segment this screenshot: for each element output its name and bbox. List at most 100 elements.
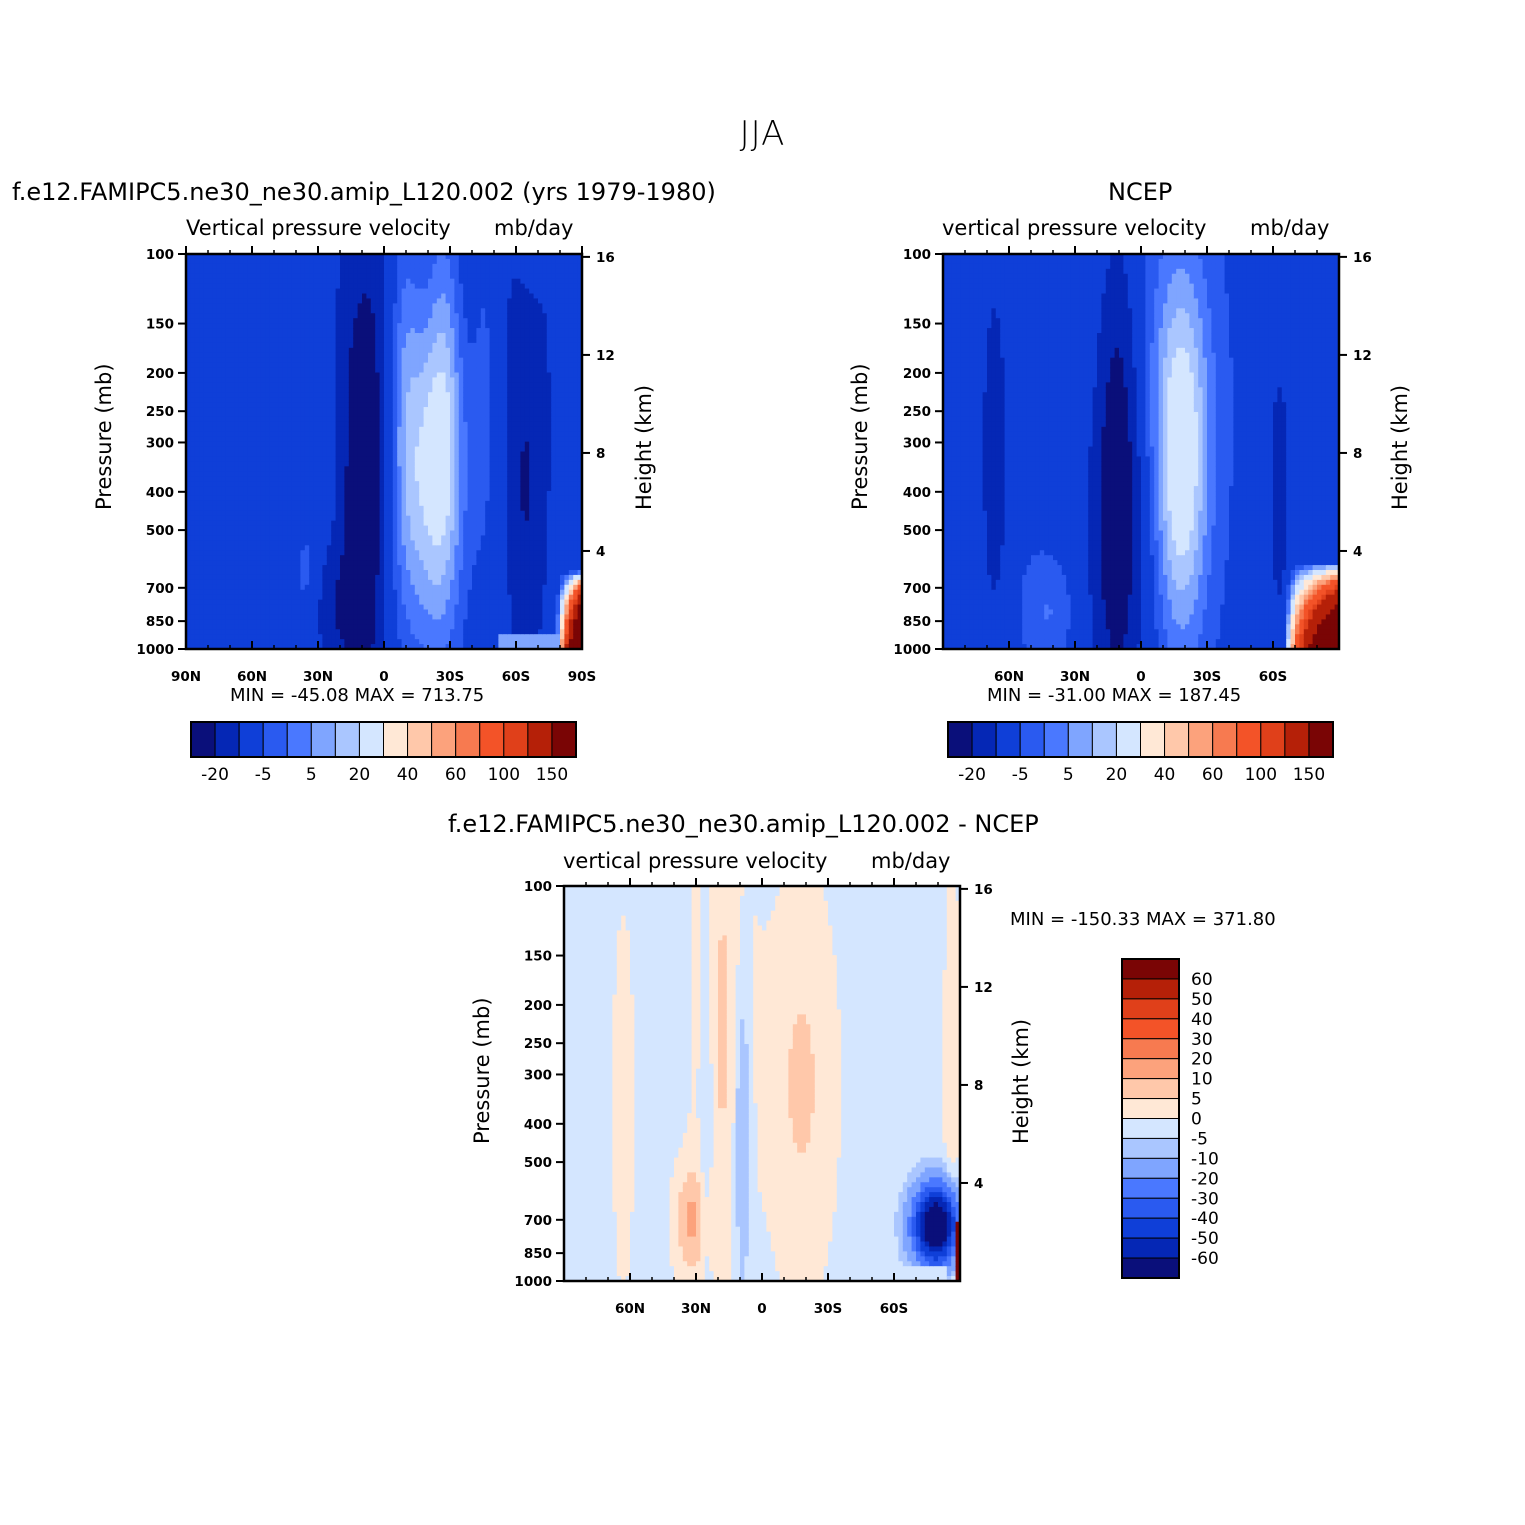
field-cell: [458, 377, 464, 383]
field-cell: [282, 283, 288, 290]
field-cell: [238, 333, 244, 339]
field-cell: [401, 328, 407, 334]
field-cell: [194, 461, 200, 467]
field-cell: [375, 283, 381, 290]
field-cell: [392, 505, 398, 512]
field-cell: [441, 510, 447, 517]
field-cell: [234, 574, 240, 581]
field-cell: [362, 510, 367, 517]
field-cell: [309, 441, 315, 448]
field-cell: [269, 293, 275, 300]
field-cell: [419, 352, 425, 359]
field-cell: [379, 268, 385, 275]
field-cell: [441, 258, 447, 265]
field-cell: [313, 318, 319, 324]
field-cell: [388, 520, 394, 527]
field-cell: [186, 263, 191, 270]
field-cell: [282, 333, 288, 339]
field-cell: [199, 412, 205, 418]
field-cell: [194, 352, 200, 359]
field-cell: [190, 288, 196, 295]
field-cell: [216, 466, 222, 472]
field-cell: [423, 258, 429, 265]
field-cell: [441, 328, 447, 334]
field-cell: [296, 629, 301, 635]
field-cell: [243, 500, 249, 507]
field-cell: [335, 407, 341, 413]
field-cell: [221, 352, 227, 359]
field-cell: [340, 466, 345, 472]
field-cell: [212, 318, 218, 324]
field-cell: [335, 298, 341, 304]
field-cell: [428, 476, 433, 482]
field-cell: [401, 377, 407, 383]
field-cell: [278, 515, 284, 522]
field-cell: [221, 594, 227, 601]
field-cell: [344, 565, 350, 571]
field-cell: [203, 333, 209, 339]
field-cell: [265, 451, 271, 458]
field-cell: [335, 535, 341, 541]
field-cell: [186, 555, 191, 561]
field-cell: [313, 421, 319, 428]
field-cell: [252, 634, 257, 640]
field-cell: [282, 624, 288, 630]
field-cell: [362, 337, 367, 344]
field-cell: [216, 303, 222, 309]
field-cell: [414, 555, 420, 561]
field-cell: [238, 619, 244, 625]
field-cell: [265, 574, 271, 581]
field-cell: [313, 545, 319, 551]
field-cell: [401, 515, 407, 522]
field-cell: [287, 604, 293, 611]
field-cell: [274, 397, 279, 403]
field-cell: [414, 540, 420, 546]
field-cell: [256, 446, 262, 453]
field-cell: [406, 624, 411, 630]
field-cell: [243, 333, 249, 339]
field-cell: [414, 303, 420, 309]
field-cell: [269, 584, 275, 591]
field-cell: [392, 604, 398, 611]
field-cell: [432, 570, 438, 576]
field-cell: [414, 352, 420, 359]
field-cell: [419, 402, 425, 408]
field-cell: [423, 530, 429, 537]
field-cell: [282, 273, 288, 280]
field-cell: [348, 372, 354, 379]
field-cell: [423, 328, 429, 334]
field-cell: [344, 545, 350, 551]
field-cell: [357, 604, 363, 611]
field-cell: [243, 342, 249, 349]
field-cell: [199, 402, 205, 408]
field-cell: [269, 362, 275, 369]
field-cell: [318, 323, 323, 329]
field-cell: [212, 421, 218, 428]
field-cell: [221, 495, 227, 502]
field-cell: [318, 629, 323, 635]
field-cell: [335, 362, 341, 369]
field-cell: [300, 303, 306, 309]
field-cell: [296, 570, 301, 576]
field-cell: [186, 372, 191, 379]
field-cell: [458, 313, 464, 319]
field-cell: [436, 347, 442, 354]
field-cell: [432, 431, 438, 438]
field-cell: [190, 486, 196, 492]
field-cell: [362, 530, 367, 537]
field-cell: [234, 288, 240, 295]
field-cell: [410, 298, 416, 304]
field-cell: [450, 540, 455, 546]
field-cell: [353, 604, 359, 611]
field-cell: [423, 609, 429, 616]
field-cell: [344, 466, 350, 472]
field-cell: [340, 624, 345, 630]
field-cell: [423, 293, 429, 300]
field-cell: [423, 421, 429, 428]
field-cell: [234, 278, 240, 285]
field-cell: [260, 481, 266, 487]
field-cell: [344, 402, 350, 408]
field-cell: [221, 412, 227, 418]
field-cell: [353, 515, 359, 522]
